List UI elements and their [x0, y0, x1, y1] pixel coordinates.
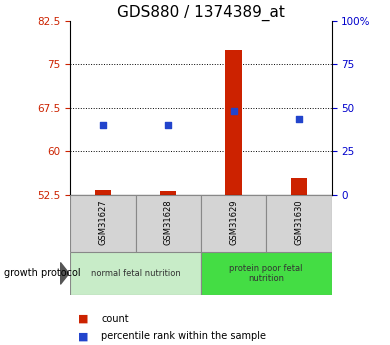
Bar: [201, 195, 266, 252]
Bar: [266, 195, 332, 252]
Bar: [201, 252, 332, 295]
Bar: [136, 195, 201, 252]
Bar: [225, 50, 242, 195]
Text: ■: ■: [78, 332, 89, 341]
Point: [296, 117, 302, 122]
Bar: [70, 195, 136, 252]
Text: GSM31629: GSM31629: [229, 199, 238, 245]
Text: ■: ■: [78, 314, 89, 324]
Text: percentile rank within the sample: percentile rank within the sample: [101, 332, 266, 341]
Bar: [95, 190, 111, 195]
Point: [165, 122, 171, 128]
Text: protein poor fetal
nutrition: protein poor fetal nutrition: [229, 264, 303, 283]
Text: GSM31628: GSM31628: [164, 199, 173, 245]
Text: GSM31630: GSM31630: [294, 199, 303, 245]
Text: count: count: [101, 314, 129, 324]
Title: GDS880 / 1374389_at: GDS880 / 1374389_at: [117, 4, 285, 21]
Text: growth protocol: growth protocol: [4, 268, 80, 278]
Bar: [160, 191, 176, 195]
Text: normal fetal nutrition: normal fetal nutrition: [90, 269, 181, 278]
Point: [100, 122, 106, 128]
Bar: [70, 252, 201, 295]
Text: GSM31627: GSM31627: [98, 199, 107, 245]
Polygon shape: [60, 263, 69, 284]
Point: [230, 108, 237, 114]
Bar: [291, 177, 307, 195]
